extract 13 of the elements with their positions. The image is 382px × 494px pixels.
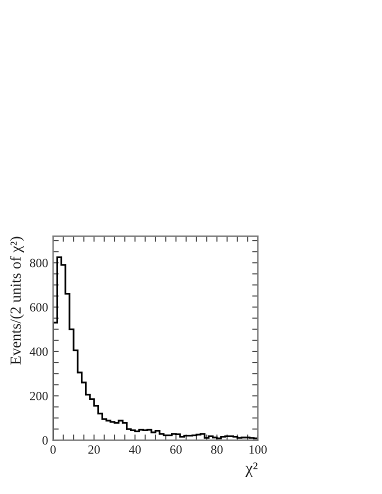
x-tick-label: 100 (250, 445, 267, 454)
x-tick-label: 80 (211, 445, 223, 454)
y-tick-label: 800 (30, 258, 48, 268)
x-tick-label: 20 (88, 445, 100, 454)
x-tick-label: 40 (128, 445, 141, 454)
y-axis-title: Events/(2 units of χ²) (10, 236, 24, 365)
x-axis-title: χ² (245, 462, 258, 478)
y-tick-label: 600 (30, 303, 48, 312)
x-tick-label: 60 (170, 445, 182, 454)
y-tick-label: 400 (30, 347, 48, 356)
y-tick-label: 0 (42, 436, 48, 445)
y-tick-label: 200 (30, 392, 48, 400)
x-tick-label: 0 (50, 445, 56, 454)
